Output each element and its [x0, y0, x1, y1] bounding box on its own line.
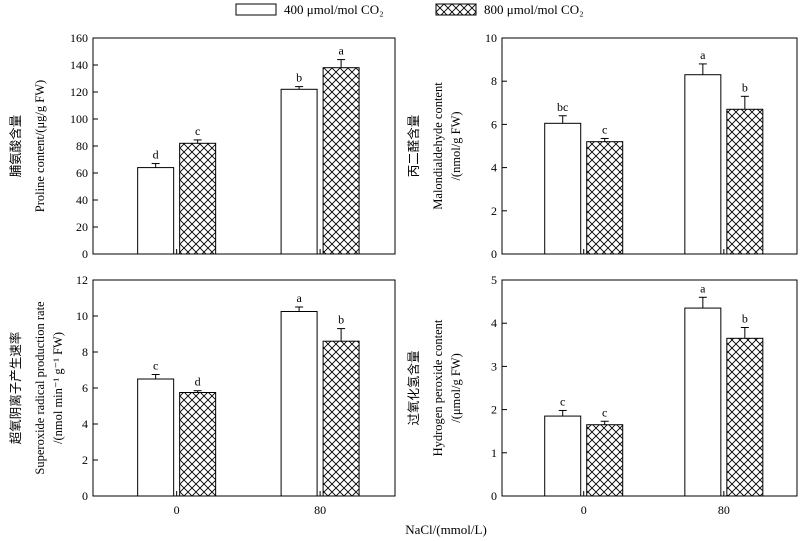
y-tick-label: 1 [491, 446, 497, 460]
bar [544, 415, 582, 497]
panel-bottom-left: 0 2 4 6 8 10 12 c a d b 0 80 超氧阴离子产生速率 Superoxide radi… [8, 273, 396, 517]
legend-swatch-800 [435, 3, 477, 16]
y-axis-label-en: Proline content/(μg/g FW) [33, 80, 47, 212]
bar [726, 337, 764, 497]
significance-label: b [742, 80, 748, 94]
y-axis-label-en: Malondialdehyde content [431, 82, 445, 210]
legend-label-400: 400 μmol/mol CO₂ [284, 2, 384, 17]
y-tick-label: 10 [485, 31, 497, 45]
y-axis-label-en: /(nmol min⁻¹ g⁻¹ FW) [51, 332, 65, 444]
bar [137, 378, 175, 497]
significance-label: c [602, 122, 607, 136]
y-tick-label: 12 [76, 273, 88, 287]
y-tick-label: 8 [491, 74, 497, 88]
x-tick-label: 80 [718, 503, 730, 517]
y-tick-label: 2 [82, 453, 88, 467]
y-tick-label: 3 [491, 359, 497, 373]
significance-label: b [338, 313, 344, 327]
legend: 400 μmol/mol CO₂ 800 μmol/mol CO₂ [235, 2, 584, 17]
significance-label: b [742, 312, 748, 326]
y-axis-label-en: /(μmol/g FW) [449, 353, 463, 423]
bar [322, 67, 360, 255]
significance-label: c [195, 124, 200, 138]
bar [179, 392, 217, 497]
y-tick-label: 0 [491, 247, 497, 261]
y-tick-label: 140 [70, 58, 88, 72]
x-axis-label: NaCl/(mmol/L) [405, 522, 487, 537]
y-tick-label: 120 [70, 85, 88, 99]
significance-label: c [602, 405, 607, 419]
plot-frame [501, 279, 798, 497]
significance-label: a [700, 281, 706, 295]
bar [179, 142, 217, 255]
y-axis-label-zh: 超氧阴离子产生速率 [8, 332, 23, 445]
y-tick-label: 2 [491, 204, 497, 218]
x-tick-label: 80 [314, 503, 326, 517]
significance-label: d [153, 148, 159, 162]
significance-label: bc [557, 100, 568, 114]
x-tick-label: 0 [581, 503, 587, 517]
bar [726, 108, 764, 255]
plot-frame [501, 37, 798, 255]
y-tick-label: 0 [82, 489, 88, 503]
bar [544, 122, 582, 255]
x-tick-label: 0 [174, 503, 180, 517]
bar [586, 141, 624, 255]
significance-label: b [296, 71, 302, 85]
y-tick-label: 4 [82, 417, 88, 431]
y-tick-label: 0 [491, 489, 497, 503]
y-tick-label: 5 [491, 273, 497, 287]
y-tick-label: 40 [76, 193, 88, 207]
bar [684, 74, 722, 255]
y-tick-label: 80 [76, 139, 88, 153]
bar [586, 424, 624, 497]
panel-top-right: 0 2 4 6 8 10 bc a c b 丙二醛含量 Malondialdehyde content… [406, 31, 798, 261]
y-tick-label: 6 [82, 381, 88, 395]
bar [684, 307, 722, 497]
y-tick-label: 6 [491, 117, 497, 131]
y-tick-label: 8 [82, 345, 88, 359]
y-tick-label: 2 [491, 403, 497, 417]
bar [280, 88, 318, 255]
significance-label: c [560, 394, 565, 408]
y-axis-label-en: /(nmol/g FW) [449, 111, 463, 180]
bar [280, 311, 318, 497]
panel-bottom-right: 0 1 2 3 4 5 c a c b 0 80 过氧化氢含量 Hydrogen peroxide con… [406, 273, 798, 517]
y-tick-label: 160 [70, 31, 88, 45]
significance-label: a [296, 291, 302, 305]
y-tick-label: 0 [82, 247, 88, 261]
y-axis-label-en: Hydrogen peroxide content [431, 319, 445, 456]
panel-top-left: 0 20 40 60 80 100 120 140 160 d b c a 脯氨酸含量 Proline co… [8, 31, 396, 261]
y-tick-label: 60 [76, 166, 88, 180]
y-tick-label: 100 [70, 112, 88, 126]
legend-label-800: 800 μmol/mol CO₂ [484, 2, 584, 17]
y-axis-label-zh: 脯氨酸含量 [8, 115, 23, 178]
significance-label: c [153, 359, 158, 373]
bar [322, 340, 360, 497]
y-tick-label: 10 [76, 309, 88, 323]
y-axis-label-zh: 过氧化氢含量 [406, 350, 421, 425]
y-axis-label-en: Superoxide radical production rate [33, 301, 47, 475]
significance-label: d [195, 375, 201, 389]
significance-label: a [338, 44, 344, 58]
y-tick-label: 20 [76, 220, 88, 234]
significance-label: a [700, 48, 706, 62]
bar [137, 167, 175, 255]
y-tick-label: 4 [491, 316, 497, 330]
y-axis-label-zh: 丙二醛含量 [406, 115, 421, 178]
legend-swatch-400 [235, 3, 277, 16]
y-tick-label: 4 [491, 161, 497, 175]
